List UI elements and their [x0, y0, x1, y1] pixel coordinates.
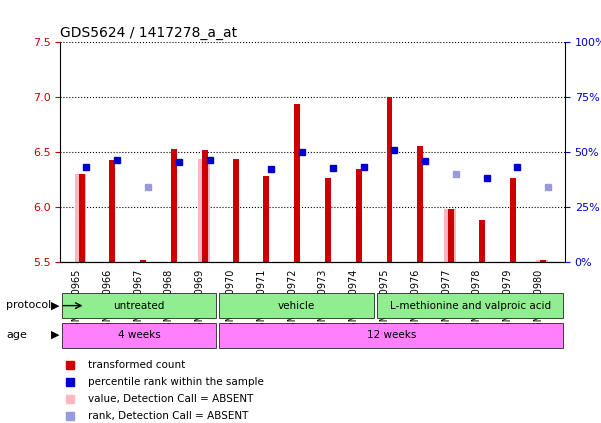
- Bar: [202, 150, 208, 262]
- Text: value, Detection Call = ABSENT: value, Detection Call = ABSENT: [88, 394, 253, 404]
- Bar: [536, 260, 548, 262]
- FancyBboxPatch shape: [377, 293, 563, 318]
- Text: percentile rank within the sample: percentile rank within the sample: [88, 377, 264, 387]
- Text: transformed count: transformed count: [88, 360, 185, 371]
- Text: ▶: ▶: [51, 300, 59, 310]
- Bar: [417, 146, 423, 262]
- Bar: [198, 159, 210, 262]
- Text: GDS5624 / 1417278_a_at: GDS5624 / 1417278_a_at: [60, 26, 237, 40]
- Bar: [325, 178, 331, 262]
- Bar: [356, 169, 362, 262]
- FancyBboxPatch shape: [219, 323, 563, 348]
- Text: untreated: untreated: [114, 301, 165, 310]
- Bar: [448, 209, 454, 262]
- Bar: [79, 174, 85, 262]
- Bar: [479, 220, 485, 262]
- Text: L-methionine and valproic acid: L-methionine and valproic acid: [389, 301, 551, 310]
- Text: rank, Detection Call = ABSENT: rank, Detection Call = ABSENT: [88, 411, 248, 421]
- Bar: [171, 149, 177, 262]
- Bar: [540, 260, 546, 262]
- Text: 12 weeks: 12 weeks: [367, 330, 416, 340]
- Bar: [140, 260, 146, 262]
- Bar: [109, 160, 115, 262]
- FancyBboxPatch shape: [62, 323, 216, 348]
- Text: ▶: ▶: [51, 330, 59, 340]
- Bar: [75, 174, 87, 262]
- Text: vehicle: vehicle: [278, 301, 316, 310]
- FancyBboxPatch shape: [62, 293, 216, 318]
- Text: age: age: [6, 330, 27, 340]
- Text: protocol: protocol: [6, 300, 51, 310]
- Bar: [444, 209, 456, 262]
- Text: 4 weeks: 4 weeks: [118, 330, 160, 340]
- Bar: [233, 159, 239, 262]
- FancyBboxPatch shape: [219, 293, 374, 318]
- Bar: [294, 104, 300, 262]
- Bar: [386, 97, 392, 262]
- Bar: [263, 176, 269, 262]
- Bar: [510, 178, 516, 262]
